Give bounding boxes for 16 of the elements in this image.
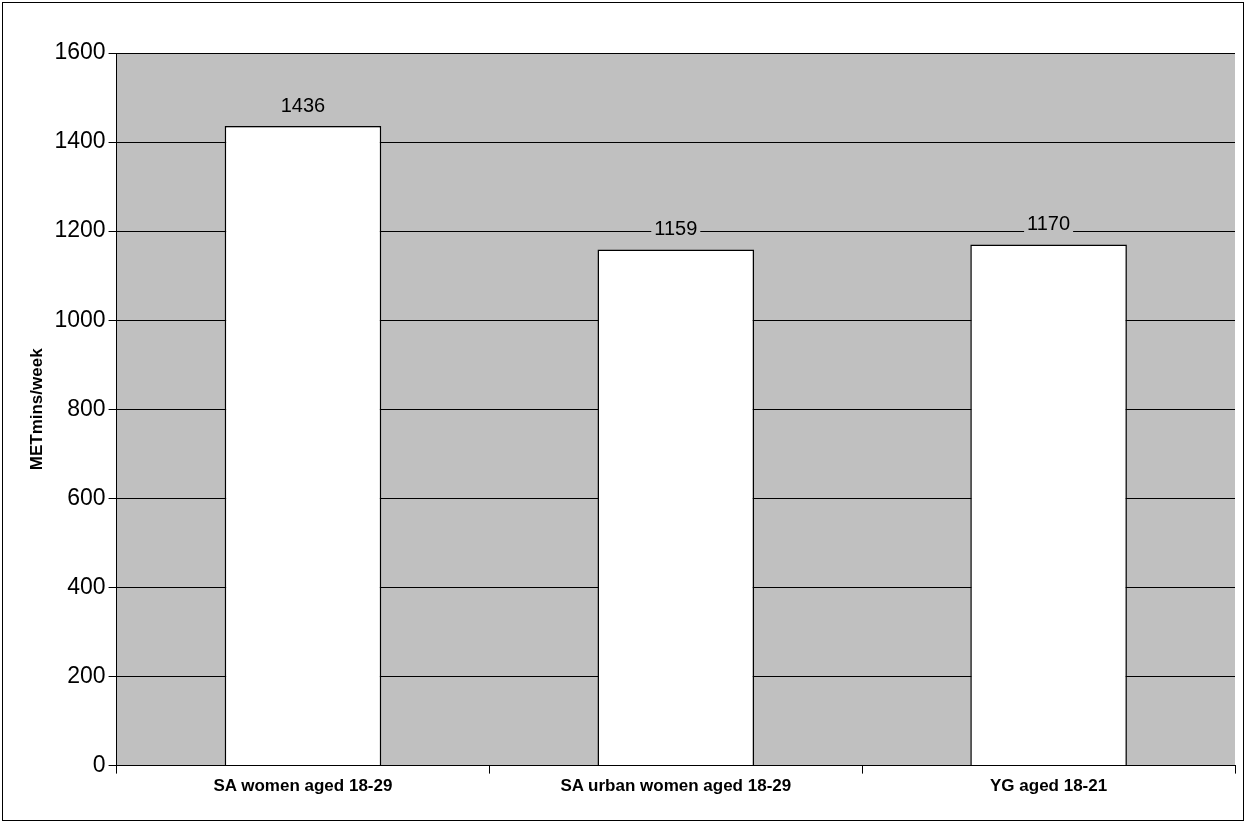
x-tick-label: SA women aged 18-29 xyxy=(213,776,393,796)
data-label: 1159 xyxy=(654,216,698,239)
y-tick-label: 200 xyxy=(67,661,106,688)
data-label: 1170 xyxy=(1027,212,1071,235)
y-tick-label: 800 xyxy=(67,394,106,421)
y-tick-label: 600 xyxy=(67,483,106,510)
y-tick-label: 1000 xyxy=(54,305,106,332)
y-tick-label: 1400 xyxy=(54,127,106,154)
y-tick-label: 1200 xyxy=(54,216,106,243)
y-tick-label: 0 xyxy=(92,750,106,777)
y-tick-label: 1600 xyxy=(54,38,106,65)
x-tick-label: YG aged 18-21 xyxy=(990,776,1108,796)
y-tick-label: 400 xyxy=(67,572,106,599)
y-axis-title: METmins/week xyxy=(26,347,46,471)
x-tick-label: SA urban women aged 18-29 xyxy=(560,776,792,796)
data-label: 1436 xyxy=(280,93,326,116)
